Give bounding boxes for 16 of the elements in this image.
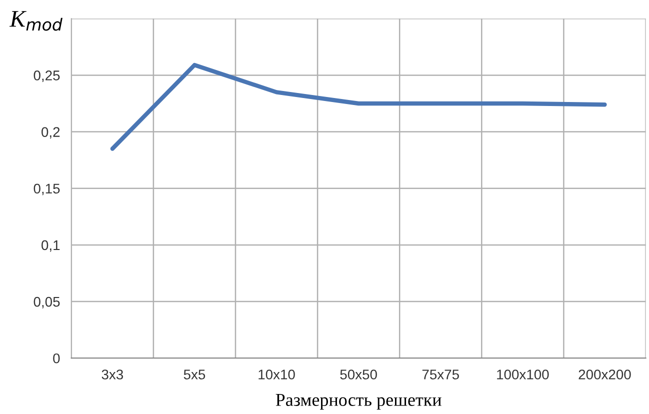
y-tick-label: 0,2: [42, 127, 60, 139]
y-axis-title: K$_{mod}$: [9, 11, 62, 31]
line-series: [110, 62, 607, 151]
x-tick-label: 5x5: [184, 370, 206, 380]
y-tick-label: 0,25: [34, 70, 60, 82]
x-tick-label: 10x10: [258, 370, 295, 380]
x-tick-label: 200x200: [578, 370, 631, 380]
y-tick-label: 0,1: [42, 240, 60, 252]
x-tick-label: 75x75: [422, 370, 459, 380]
y-tick-label: 0,05: [34, 296, 60, 308]
x-tick-label: 100x100: [497, 370, 549, 380]
y-tick-label: 0: [53, 353, 60, 364]
y-tick-label: 0,15: [34, 184, 60, 196]
x-tick-label: 50x50: [340, 370, 377, 380]
x-axis-title: Размерность решетки: [276, 394, 442, 410]
x-tick-label: 3x3: [102, 370, 124, 380]
